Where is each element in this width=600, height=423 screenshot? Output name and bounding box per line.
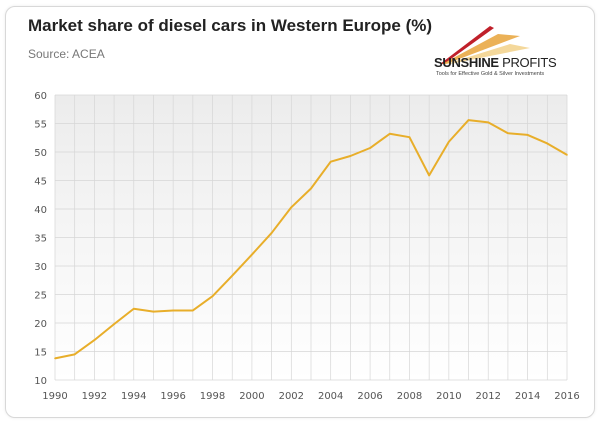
data-point bbox=[192, 309, 194, 312]
y-tick-label: 30 bbox=[34, 262, 47, 273]
data-point bbox=[349, 155, 352, 157]
data-point bbox=[211, 295, 214, 298]
data-point bbox=[329, 160, 332, 163]
sunshine-logo-rays-icon bbox=[440, 26, 530, 64]
data-point bbox=[428, 174, 430, 177]
y-tick-label: 45 bbox=[34, 177, 47, 188]
y-tick-label: 40 bbox=[34, 205, 47, 216]
data-point bbox=[369, 147, 371, 149]
y-tick-label: 55 bbox=[34, 120, 47, 131]
data-point bbox=[172, 309, 174, 312]
x-tick-label: 2014 bbox=[515, 391, 540, 402]
data-point bbox=[487, 121, 490, 124]
y-tick-label: 50 bbox=[34, 148, 47, 159]
x-tick-label: 2008 bbox=[397, 391, 422, 402]
x-tick-label: 2000 bbox=[239, 391, 264, 402]
y-tick-label: 15 bbox=[34, 348, 47, 359]
data-point bbox=[290, 206, 293, 209]
y-tick-label: 20 bbox=[34, 319, 47, 330]
data-point bbox=[93, 339, 96, 341]
x-tick-label: 2016 bbox=[554, 391, 579, 402]
data-point bbox=[270, 232, 273, 234]
y-tick-label: 35 bbox=[34, 234, 47, 245]
y-tick-label: 60 bbox=[34, 91, 47, 102]
logo-name: SUNSHINE PROFITS bbox=[434, 55, 557, 70]
data-point bbox=[566, 154, 568, 156]
data-point bbox=[408, 136, 411, 138]
x-tick-label: 1990 bbox=[42, 391, 67, 402]
chart-source: Source: ACEA bbox=[28, 47, 105, 61]
x-tick-label: 2010 bbox=[436, 391, 461, 402]
chart-title: Market share of diesel cars in Western E… bbox=[28, 16, 433, 35]
data-point bbox=[251, 253, 253, 256]
data-point bbox=[448, 140, 450, 143]
data-point bbox=[526, 134, 529, 136]
logo-tagline: Tools for Effective Gold & Silver Invest… bbox=[436, 71, 545, 77]
data-point bbox=[546, 142, 549, 145]
data-point bbox=[132, 307, 135, 310]
data-point bbox=[73, 353, 76, 356]
data-point bbox=[54, 357, 56, 360]
x-tick-label: 2002 bbox=[279, 391, 304, 402]
data-point bbox=[388, 132, 391, 135]
data-point bbox=[467, 119, 470, 121]
y-tick-label: 10 bbox=[34, 376, 47, 387]
x-tick-label: 2004 bbox=[318, 391, 343, 402]
x-tick-label: 1998 bbox=[200, 391, 225, 402]
data-point bbox=[507, 132, 509, 134]
data-point bbox=[310, 187, 312, 190]
x-tick-label: 1996 bbox=[160, 391, 185, 402]
x-tick-label: 2012 bbox=[476, 391, 501, 402]
data-point bbox=[152, 310, 155, 313]
x-tick-label: 1992 bbox=[82, 391, 107, 402]
x-tick-label: 2006 bbox=[357, 391, 382, 402]
y-tick-label: 25 bbox=[34, 291, 47, 302]
data-point bbox=[113, 323, 115, 325]
x-tick-label: 1994 bbox=[121, 391, 146, 402]
data-point bbox=[231, 274, 234, 277]
